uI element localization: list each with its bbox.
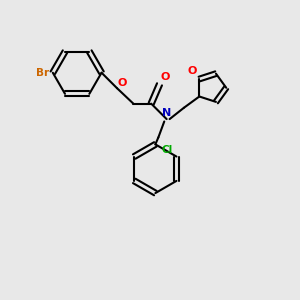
- Text: Cl: Cl: [162, 145, 173, 155]
- Text: O: O: [118, 78, 127, 88]
- Text: O: O: [188, 66, 197, 76]
- Text: N: N: [162, 108, 171, 118]
- Text: Br: Br: [36, 68, 49, 78]
- Text: O: O: [161, 72, 170, 82]
